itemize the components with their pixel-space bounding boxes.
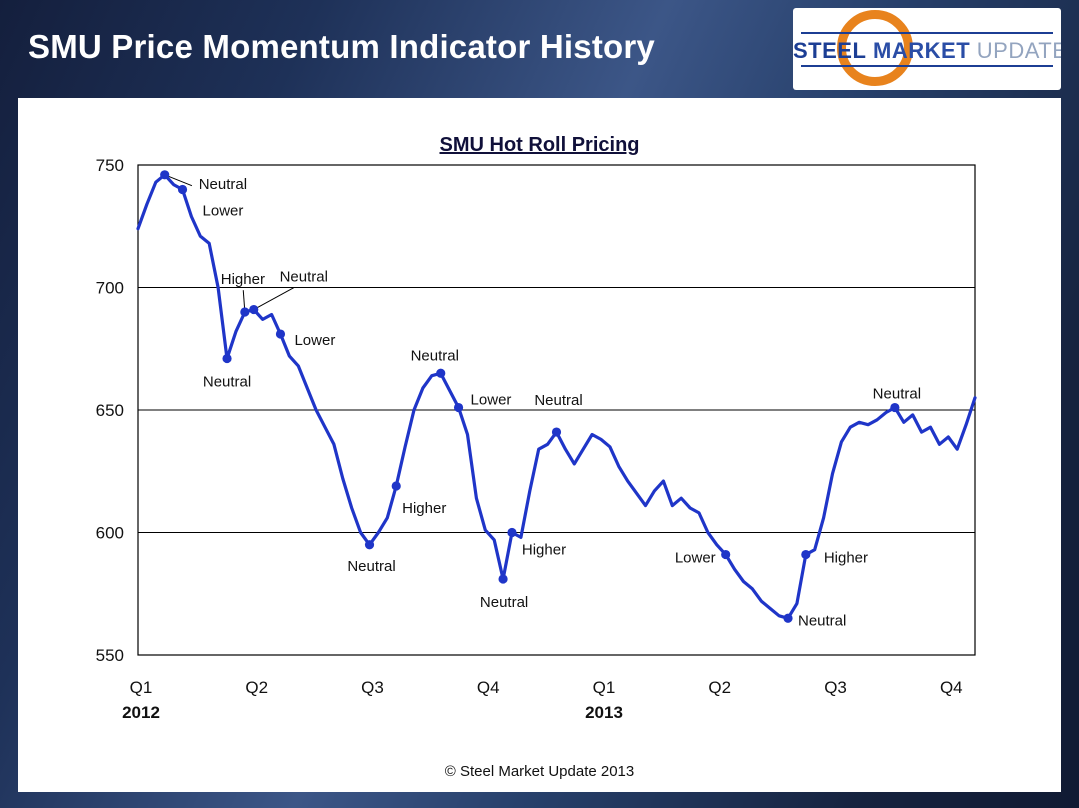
annotation-label: Neutral (534, 392, 582, 409)
plot-border (137, 164, 976, 656)
y-axis-label: 550 (96, 646, 124, 665)
smu-logo: STEEL MARKET UPDATE (793, 8, 1061, 90)
y-axis-label: 750 (96, 156, 124, 175)
annotation-label: Neutral (203, 374, 251, 391)
annotation-label: Lower (203, 203, 244, 220)
marker-neutral (222, 353, 232, 364)
annotation-label: Higher (522, 542, 566, 559)
annotation-label: Neutral (280, 269, 328, 286)
x-axis-label: Q3 (824, 678, 847, 697)
marker-neutral (498, 574, 508, 584)
marker-neutral (436, 368, 446, 378)
price-chart: 550 600 650 700 750 Q1 Q2 Q3 Q4 Q1 Q2 Q3 Q4 2012 2013 N… (96, 156, 977, 722)
annotation-label: Neutral (798, 612, 846, 629)
marker-neutral (249, 304, 259, 315)
annotation-leader (164, 174, 193, 187)
chart-panel: SMU Hot Roll Pricing 550 600 650 700 750 Q1 Q2… (18, 98, 1061, 792)
x-axis-label: Q1 (130, 678, 153, 697)
logo-word-update: UPDATE (976, 38, 1061, 63)
marker-neutral (160, 170, 170, 180)
x-axis-label: Q4 (940, 678, 963, 697)
x-axis-label: Q4 (477, 678, 500, 697)
x-axis-label: Q2 (245, 678, 268, 697)
x-axis-year-label: 2013 (585, 703, 623, 722)
annotation-label: Neutral (347, 558, 395, 575)
logo-word-market: MARKET (873, 38, 971, 63)
marker-higher (507, 527, 517, 538)
x-axis-label: Q1 (593, 678, 616, 697)
marker-lower (453, 402, 464, 413)
header: SMU Price Momentum Indicator History STE… (0, 0, 1079, 98)
marker-higher (801, 549, 811, 560)
x-axis-label: Q2 (708, 678, 731, 697)
logo-text: STEEL MARKET UPDATE (793, 38, 1061, 64)
y-axis-label: 600 (96, 524, 124, 543)
marker-neutral (783, 613, 793, 623)
marker-lower (177, 184, 188, 195)
annotation-label: Lower (675, 550, 716, 567)
annotation-label: Lower (294, 332, 335, 349)
page-title: SMU Price Momentum Indicator History (28, 28, 655, 65)
y-axis-label: 650 (96, 401, 124, 420)
marker-lower (275, 329, 286, 339)
marker-neutral (551, 427, 562, 437)
logo-rule-bottom (801, 65, 1053, 67)
marker-higher (391, 481, 401, 491)
marker-lower (721, 549, 731, 560)
annotation-label: Neutral (199, 176, 247, 193)
copyright-text: © Steel Market Update 2013 (444, 763, 635, 780)
marker-neutral (364, 540, 375, 550)
annotation-label: Lower (471, 392, 512, 409)
x-axis-label: Q3 (361, 678, 384, 697)
annotation-leader (253, 287, 294, 310)
annotation-label: Neutral (480, 594, 528, 611)
y-axis-label: 700 (96, 279, 124, 298)
annotation-label: Higher (824, 550, 868, 567)
logo-ring-icon (837, 10, 913, 86)
annotation-label: Higher (402, 500, 446, 517)
logo-rule-top (801, 32, 1053, 34)
marker-neutral (890, 402, 900, 413)
marker-higher (240, 307, 250, 317)
annotation-label: Neutral (411, 347, 459, 364)
annotation-label: Higher (221, 271, 265, 288)
logo-word-steel: STEEL (793, 38, 867, 63)
annotation-label: Neutral (873, 386, 921, 403)
x-axis-year-label: 2012 (122, 703, 160, 722)
chart-title: SMU Hot Roll Pricing (439, 134, 640, 156)
